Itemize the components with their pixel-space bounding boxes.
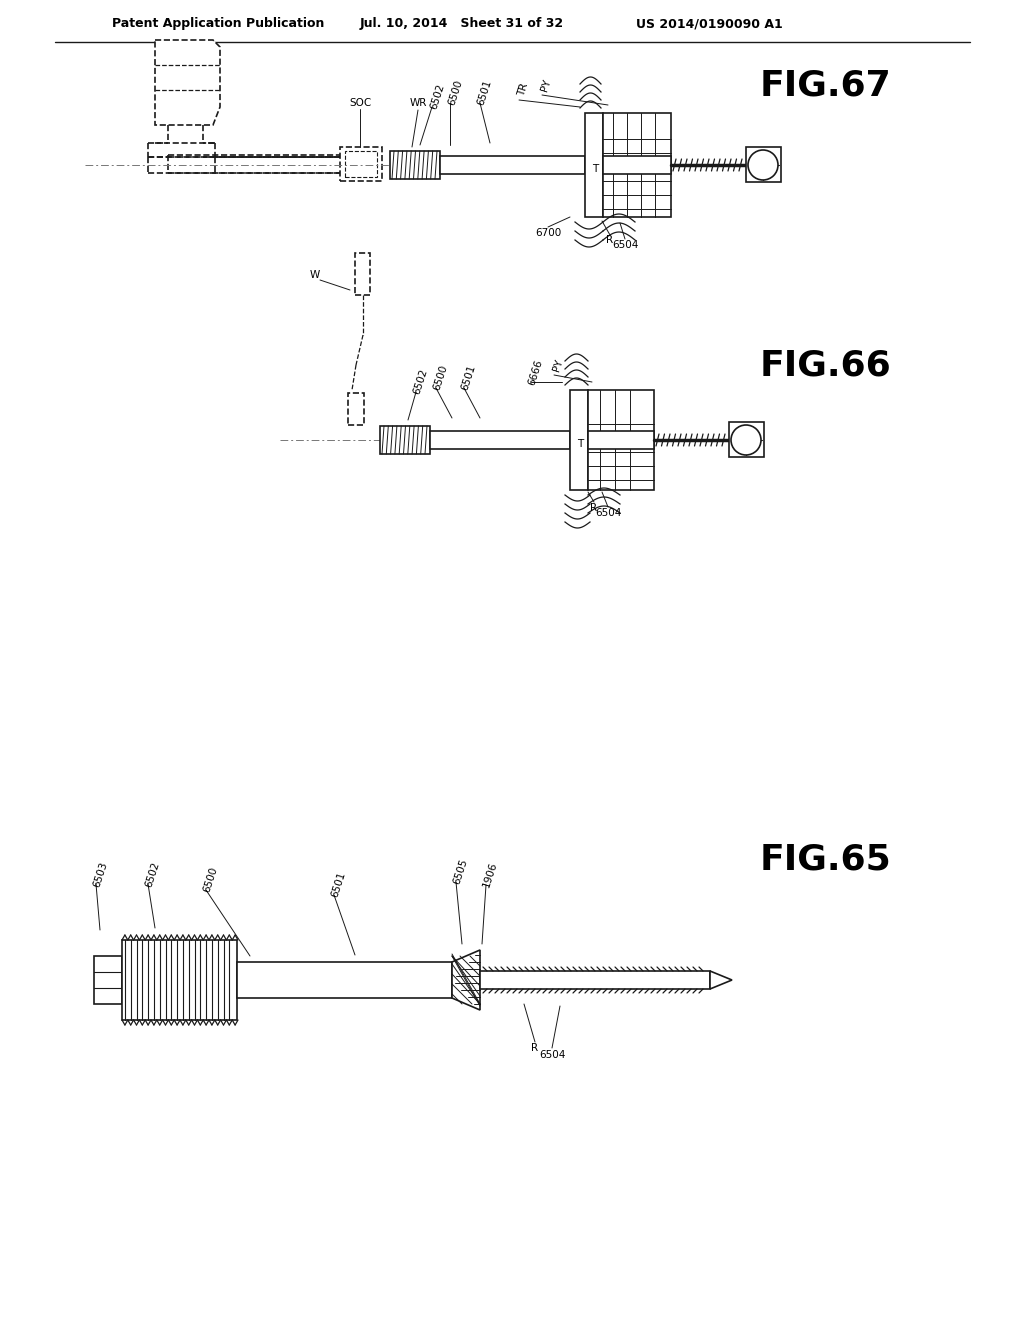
Text: 6700: 6700	[535, 228, 561, 238]
Bar	[588, 389, 654, 490]
Bar	[430, 432, 570, 449]
Text: W: W	[310, 271, 321, 280]
Circle shape	[731, 425, 761, 455]
Text: 6501: 6501	[475, 79, 493, 107]
Text: 6502: 6502	[412, 368, 429, 396]
Bar	[380, 426, 430, 454]
Polygon shape	[155, 40, 220, 125]
Text: T: T	[592, 164, 598, 174]
Bar	[588, 432, 654, 449]
Polygon shape	[452, 950, 480, 1010]
Text: 6505: 6505	[452, 858, 469, 886]
Bar	[480, 972, 710, 989]
Text: 6666: 6666	[526, 358, 544, 387]
Text: R: R	[531, 1043, 539, 1053]
Text: 6504: 6504	[595, 508, 622, 517]
Bar	[122, 940, 237, 1020]
Bar	[440, 156, 585, 174]
Bar	[94, 956, 122, 1005]
Text: 6500: 6500	[201, 866, 219, 894]
Bar	[345, 150, 377, 177]
Text: Jul. 10, 2014   Sheet 31 of 32: Jul. 10, 2014 Sheet 31 of 32	[360, 17, 564, 30]
Text: R: R	[591, 503, 598, 513]
Text: FIG.65: FIG.65	[760, 843, 892, 876]
Text: TR: TR	[516, 82, 529, 98]
Text: 1906: 1906	[481, 861, 499, 890]
Text: 6500: 6500	[446, 79, 464, 107]
Text: 6504: 6504	[539, 1049, 565, 1060]
Text: US 2014/0190090 A1: US 2014/0190090 A1	[636, 17, 782, 30]
Text: 6500: 6500	[431, 364, 449, 392]
Bar	[340, 147, 382, 181]
Text: T: T	[577, 440, 583, 449]
Bar	[237, 962, 452, 998]
Circle shape	[748, 150, 778, 180]
Bar	[729, 422, 764, 457]
Text: 6504: 6504	[611, 240, 638, 249]
Text: PY: PY	[551, 358, 564, 372]
Text: Patent Application Publication: Patent Application Publication	[112, 17, 325, 30]
Bar	[348, 393, 364, 425]
Text: FIG.66: FIG.66	[760, 348, 892, 381]
Text: PY: PY	[540, 78, 553, 92]
Bar	[355, 253, 370, 294]
Bar	[603, 156, 671, 174]
Bar	[570, 389, 588, 490]
Text: 6502: 6502	[428, 83, 445, 111]
Bar	[585, 114, 603, 216]
Text: 6501: 6501	[329, 871, 347, 899]
Text: WR: WR	[410, 98, 427, 108]
Text: 6502: 6502	[143, 861, 161, 890]
Polygon shape	[710, 972, 732, 989]
Text: SOC: SOC	[349, 98, 371, 108]
Bar	[603, 114, 671, 216]
Bar	[746, 147, 781, 182]
Bar	[390, 150, 440, 180]
Text: 6503: 6503	[91, 861, 109, 890]
Text: R: R	[606, 235, 613, 246]
Text: FIG.67: FIG.67	[760, 69, 892, 102]
Text: 6501: 6501	[459, 364, 477, 392]
